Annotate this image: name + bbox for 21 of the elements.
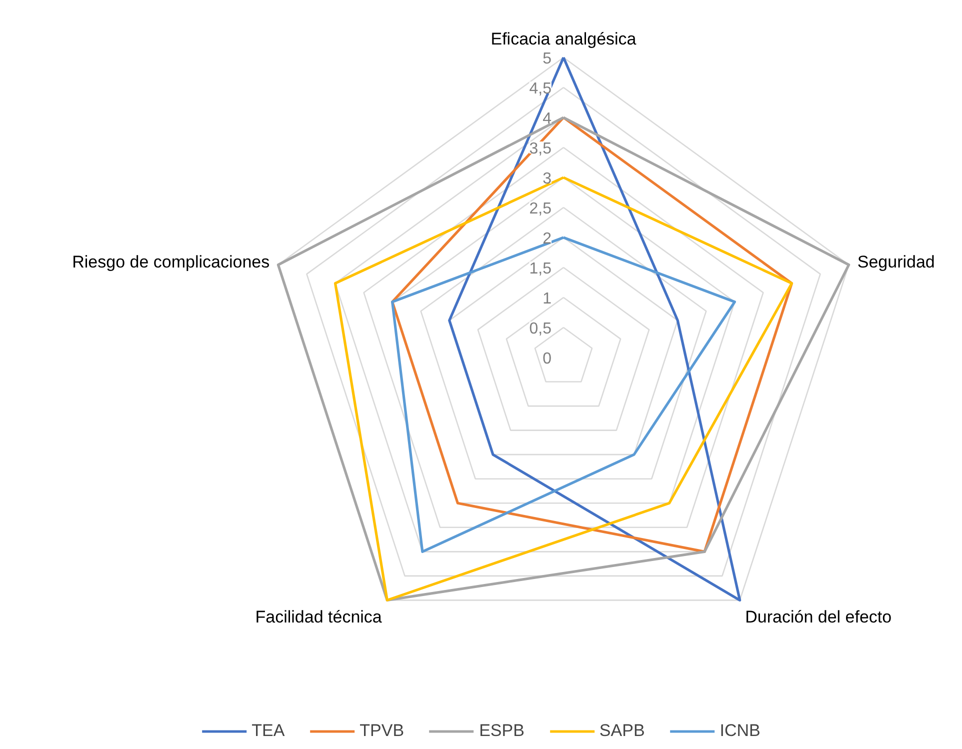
y-tick-label: 4 <box>542 110 552 128</box>
legend-label: SAPB <box>599 721 645 741</box>
spoke-label: Facilidad técnica <box>255 607 382 626</box>
legend-label: ICNB <box>720 721 760 741</box>
spoke-label: Duración del efecto <box>745 607 892 626</box>
legend-label: ESPB <box>479 721 524 741</box>
y-tick-label: 0 <box>542 350 552 368</box>
y-tick-label: 3,5 <box>529 140 552 158</box>
legend-label: TPVB <box>360 721 404 741</box>
spoke-label: Eficacia analgésica <box>490 30 637 48</box>
y-tick-label: 2,5 <box>529 200 552 218</box>
y-tick-label: 4,5 <box>529 80 552 98</box>
y-tick-label: 3 <box>542 170 552 188</box>
spoke-label: Riesgo de complicaciones <box>72 252 270 272</box>
spoke-label: Seguridad <box>857 252 935 272</box>
y-tick-label: 1,5 <box>529 260 552 278</box>
y-tick-label: 1 <box>542 290 552 308</box>
legend-label: TEA <box>252 721 285 741</box>
y-tick-label: 0,5 <box>529 320 552 338</box>
y-tick-label: 2 <box>542 230 552 248</box>
y-tick-label: 5 <box>542 50 552 68</box>
